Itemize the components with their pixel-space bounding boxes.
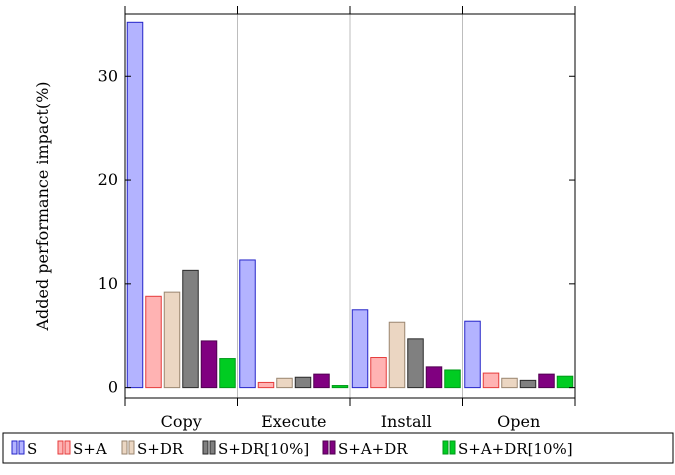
legend-item: S+A (57, 440, 107, 458)
x-category-label: Install (381, 412, 432, 431)
bar-s-dr-install (388, 321, 406, 389)
legend-swatch (64, 440, 71, 455)
legend-label: S (27, 440, 37, 458)
bars (126, 21, 574, 389)
y-tick-label: 30 (98, 66, 118, 85)
legend-swatch (18, 440, 25, 455)
bar-s-install (351, 309, 369, 389)
bar-s-a-dr-10-execute (331, 385, 349, 389)
legend-label: S+DR (137, 440, 184, 458)
legend-label: S+A+DR (338, 440, 408, 458)
legend-swatch (449, 440, 456, 455)
bar-s-a-dr-10-copy (219, 358, 236, 389)
legend-swatch (322, 440, 329, 455)
legend: S S+A S+DR S+DR[10%] S+A+DR S+A+DR[10%] (2, 432, 674, 464)
y-axis: 0 10 20 30 (98, 66, 575, 397)
legend-swatch (128, 440, 135, 455)
bar-s-a-dr-10-open (556, 375, 574, 389)
x-category-label: Open (497, 412, 540, 431)
grid-lines (237, 14, 463, 398)
bar-s-a-dr-execute (313, 373, 330, 389)
bar-s-a-execute (257, 381, 275, 389)
legend-item: S (11, 440, 37, 458)
legend-item: S+A+DR[10%] (442, 440, 573, 458)
legend-swatch (209, 440, 216, 455)
legend-label: S+A+DR[10%] (458, 440, 573, 458)
bar-s-a-install (370, 357, 387, 389)
bar-s-dr-10-execute (294, 376, 312, 389)
x-axis: Copy Execute Install Open (124, 6, 576, 431)
bar-s-dr-10-open (519, 379, 537, 389)
bar-s-a-copy (145, 295, 162, 389)
bar-s-dr-open (501, 377, 518, 389)
bar-s-copy (126, 21, 144, 389)
legend-swatch (329, 440, 336, 455)
bar-s-dr-copy (163, 291, 181, 389)
y-tick-label: 10 (98, 274, 118, 293)
legend-frame (2, 432, 674, 464)
bar-s-dr-10-install (407, 338, 424, 389)
legend-item: S+DR[10%] (202, 440, 309, 458)
bar-s-a-dr-install (425, 366, 443, 389)
legend-swatch (121, 440, 128, 455)
bar-s-dr-execute (276, 377, 293, 389)
bar-s-open (464, 320, 481, 389)
legend-swatch (442, 440, 449, 455)
bar-s-a-dr-copy (200, 340, 218, 389)
y-tick-label: 0 (108, 378, 118, 397)
bar-s-execute (239, 259, 256, 389)
legend-label: S+DR[10%] (218, 440, 309, 458)
y-tick-label: 20 (98, 170, 118, 189)
bar-s-a-dr-open (538, 373, 555, 389)
bar-s-a-open (482, 372, 500, 389)
legend-swatch (11, 440, 18, 455)
legend-swatch (57, 440, 64, 455)
x-category-label: Execute (261, 412, 326, 431)
x-category-label: Copy (161, 412, 202, 431)
legend-swatch (202, 440, 209, 455)
legend-label: S+A (73, 440, 107, 458)
bar-s-a-dr-10-install (444, 369, 461, 389)
bar-s-dr-10-copy (182, 269, 199, 389)
y-axis-label: Added performance impact(%) (33, 81, 52, 331)
legend-item: S+A+DR (322, 440, 408, 458)
legend-item: S+DR (121, 440, 184, 458)
